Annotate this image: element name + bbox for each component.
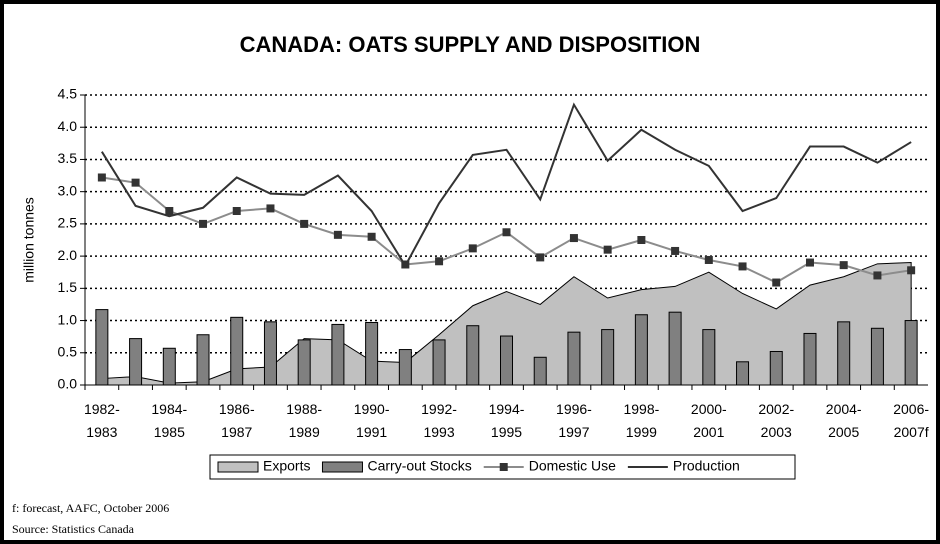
legend-swatch	[217, 461, 259, 473]
marker	[502, 228, 511, 237]
marker	[266, 204, 275, 213]
legend-label: Domestic Use	[529, 458, 616, 474]
bar	[567, 331, 581, 386]
marker	[805, 258, 814, 267]
bar	[870, 327, 884, 386]
x-tick-label: 1992-1993	[421, 401, 457, 440]
bar	[365, 321, 379, 386]
marker	[435, 257, 444, 266]
line	[101, 102, 912, 268]
bar	[500, 335, 513, 386]
x-tick-label: 2000-2001	[691, 401, 727, 440]
x-tick-label: 1990-1991	[354, 401, 390, 440]
x-tick-label: 1994-1995	[489, 401, 525, 440]
marker	[637, 236, 646, 244]
y-tick-label: 1.0	[58, 311, 78, 327]
footnote: f: forecast, AAFC, October 2006	[12, 501, 169, 515]
marker	[603, 245, 612, 254]
marker	[704, 255, 713, 264]
x-tick-label: 1988-1989	[286, 401, 322, 440]
footnote: Source: Statistics Canada	[12, 522, 135, 536]
x-tick-label: 1982-1983	[84, 401, 120, 440]
x-tick-label: 2002-2003	[758, 401, 794, 440]
bar	[904, 320, 918, 386]
marker	[772, 278, 781, 287]
bar	[702, 329, 716, 386]
bar	[196, 334, 210, 386]
bar	[331, 323, 345, 386]
marker	[738, 262, 747, 271]
bar	[736, 361, 750, 386]
marker	[333, 230, 342, 239]
bar	[263, 321, 277, 386]
x-tick-label: 1998-1999	[623, 401, 659, 440]
y-tick-label: 0.5	[58, 343, 78, 359]
bar	[230, 316, 244, 386]
bar	[668, 311, 682, 386]
x-tick-label: 1996-1997	[556, 401, 592, 440]
marker	[367, 232, 376, 241]
marker	[536, 253, 545, 262]
y-tick-label: 3.5	[58, 150, 78, 166]
y-tick-label: 4.0	[58, 118, 78, 134]
bar	[533, 356, 547, 386]
bar	[129, 338, 143, 386]
x-tick-label: 2006-2007f	[893, 401, 929, 440]
bar	[95, 309, 109, 386]
y-tick-label: 1.5	[58, 279, 78, 295]
y-tick-label: 3.0	[58, 182, 78, 198]
bar	[634, 314, 648, 386]
marker	[97, 173, 106, 182]
x-tick-label: 1986-1987	[219, 401, 255, 440]
bar	[769, 350, 783, 386]
marker	[907, 266, 916, 275]
y-tick-label: 0.0	[58, 376, 78, 392]
y-tick-label: 4.5	[58, 86, 78, 102]
bar	[398, 349, 412, 386]
marker	[131, 178, 140, 187]
x-tick-label: 2004-2005	[826, 401, 862, 440]
marker	[873, 271, 882, 280]
bar	[297, 339, 311, 386]
legend-label: Exports	[263, 458, 310, 474]
bar	[601, 329, 615, 386]
bar	[837, 321, 851, 386]
bar	[162, 347, 176, 386]
y-axis-label: million tonnes	[21, 197, 37, 283]
x-tick-label: 1984-1985	[151, 401, 187, 440]
marker	[569, 234, 578, 243]
marker	[300, 219, 309, 228]
y-tick-label: 2.5	[58, 215, 78, 231]
legend-label: Production	[673, 458, 740, 474]
legend-label: Carry-out Stocks	[367, 458, 471, 474]
chart-title: CANADA: OATS SUPPLY AND DISPOSITION	[240, 32, 701, 57]
marker	[165, 207, 174, 215]
marker	[671, 246, 680, 255]
marker	[468, 244, 477, 253]
bar	[803, 332, 817, 386]
marker	[839, 261, 848, 270]
marker	[199, 219, 208, 228]
marker	[232, 207, 241, 215]
legend-marker	[499, 463, 508, 471]
bar	[466, 325, 480, 386]
y-tick-label: 2.0	[58, 247, 78, 263]
bar	[432, 339, 446, 386]
legend-swatch	[321, 461, 363, 473]
